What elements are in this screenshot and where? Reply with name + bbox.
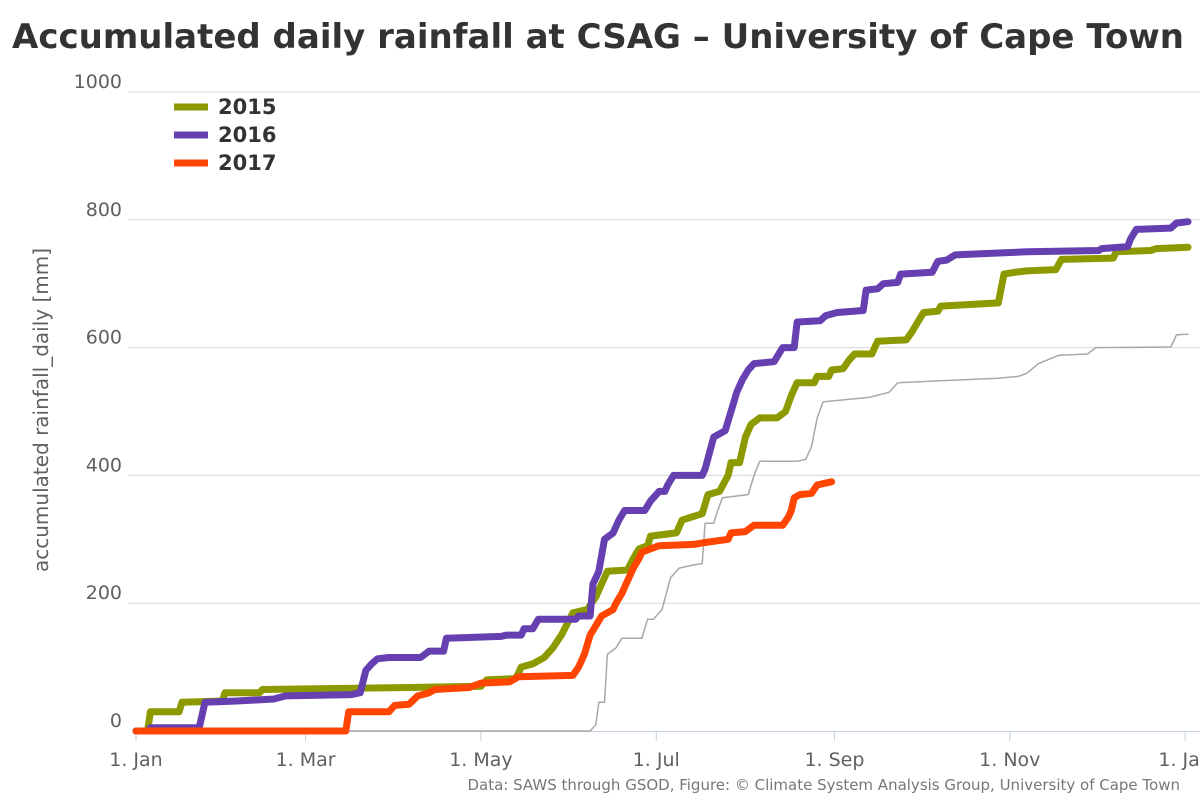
credit-text[interactable]: Data: SAWS through GSOD, Figure: © Clima… bbox=[467, 776, 1180, 794]
x-tick-label: 1. Jul bbox=[633, 749, 680, 771]
x-tick-label: 1. May bbox=[449, 749, 512, 771]
y-tick-label: 400 bbox=[86, 454, 122, 476]
legend[interactable]: 2015 2016 2017 bbox=[174, 95, 276, 175]
x-tick-label: 1. Nov bbox=[979, 749, 1040, 771]
y-tick-label: 600 bbox=[86, 327, 122, 349]
y-tick-label: 800 bbox=[86, 199, 122, 221]
series-line-2017 bbox=[132, 478, 836, 735]
legend-item-2016[interactable]: 2016 bbox=[218, 123, 276, 147]
y-tick-label: 0 bbox=[110, 710, 122, 732]
y-tick-labels: 0 200 400 600 800 1000 bbox=[74, 71, 122, 732]
series-lines bbox=[132, 218, 1192, 735]
series-line-2016 bbox=[132, 218, 1192, 735]
y-tick-label: 200 bbox=[86, 582, 122, 604]
legend-item-2015[interactable]: 2015 bbox=[218, 95, 276, 119]
x-axis: 1. Jan 1. Mar 1. May 1. Jul 1. Sep 1. Nov 1. J… bbox=[109, 731, 1200, 771]
y-axis-title: accumulated rainfall_daily [mm] bbox=[29, 248, 53, 572]
x-tick-label: 1. Jan bbox=[109, 749, 162, 771]
x-tick-label: 1. Mar bbox=[276, 749, 336, 771]
x-tick-label: 1. Jan bbox=[1158, 749, 1200, 771]
y-tick-label: 1000 bbox=[74, 71, 122, 93]
x-tick-label: 1. Sep bbox=[804, 749, 864, 771]
chart-title: Accumulated daily rainfall at CSAG – Uni… bbox=[12, 17, 1184, 57]
series-line-reference bbox=[135, 333, 1189, 732]
grid-lines bbox=[128, 91, 1200, 604]
legend-item-2017[interactable]: 2017 bbox=[218, 151, 276, 175]
